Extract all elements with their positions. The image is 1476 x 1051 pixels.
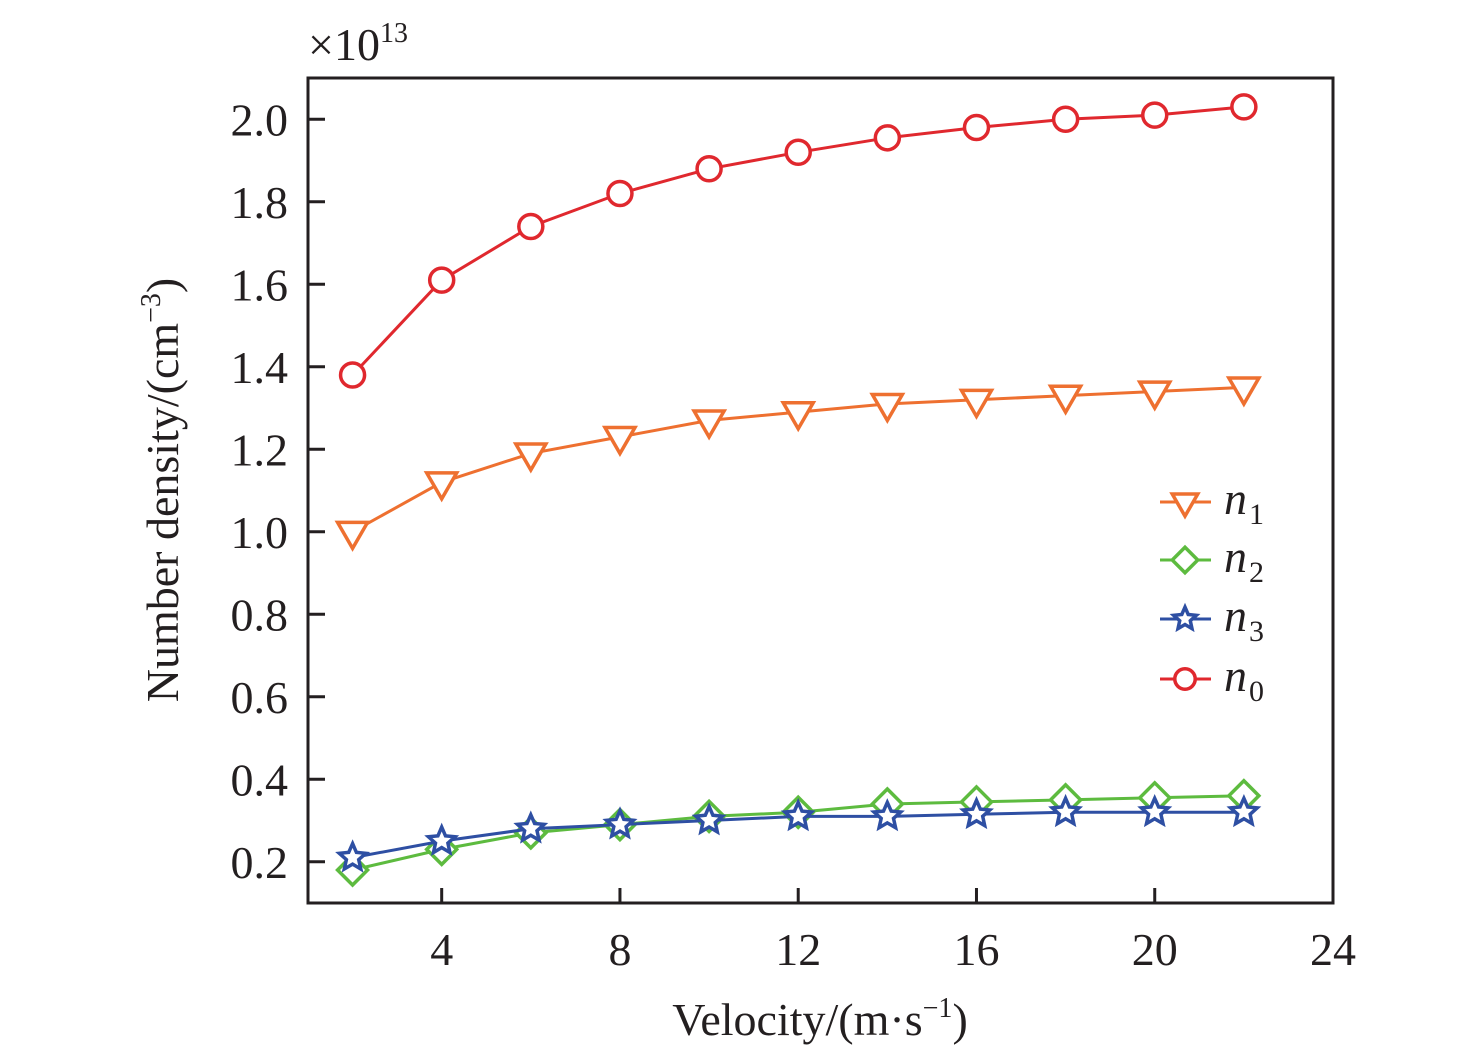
star-marker (513, 810, 549, 844)
legend-label: n3 (1224, 590, 1264, 648)
legend-label: n2 (1224, 531, 1264, 589)
y-multiplier: ×1013 (308, 18, 408, 70)
y-axis-title: Number density/(cm−3) (136, 278, 188, 703)
triangle-marker (780, 401, 817, 433)
y-tick-label: 0.6 (231, 672, 289, 723)
series-n0 (338, 93, 1258, 389)
triangle-marker (1136, 380, 1173, 412)
y-tick-label: 2.0 (231, 94, 289, 145)
x-tick-label: 16 (953, 924, 999, 975)
x-tick-label: 8 (608, 924, 631, 975)
triangle-marker (1169, 492, 1201, 520)
triangle-marker (691, 409, 728, 441)
triangle-marker (1047, 384, 1084, 416)
y-tick-label: 1.0 (231, 507, 289, 558)
y-tick-label: 0.2 (231, 837, 289, 888)
star-marker (959, 795, 994, 830)
star-marker (1137, 793, 1173, 828)
series-layer (334, 93, 1262, 888)
x-tick-label: 24 (1310, 924, 1356, 975)
star-marker (869, 798, 905, 832)
star-marker (1048, 793, 1084, 828)
ticks-layer: 4 8 12 16 20 24 0.2 0.4 0.6 0.8 1.0 1.2 1.4 1.6 1.8 2.0 (231, 94, 1357, 975)
triangle-marker (512, 442, 549, 474)
star-marker (335, 839, 371, 873)
y-tick-label: 0.8 (231, 589, 289, 640)
circle-marker (427, 266, 456, 294)
y-tick-label: 1.4 (231, 342, 289, 393)
diamond-marker (1169, 544, 1201, 576)
triangle-marker (601, 425, 638, 458)
legend-item-n2: n2 (1160, 531, 1264, 589)
circle-marker (962, 113, 991, 142)
legend-label: n1 (1224, 473, 1264, 531)
triangle-marker (334, 520, 371, 552)
y-tick-label: 0.4 (231, 754, 289, 805)
series-n1 (334, 376, 1262, 552)
circle-marker (1230, 93, 1258, 121)
star-marker (1169, 602, 1201, 633)
circle-marker (1173, 667, 1197, 691)
circle-marker (517, 212, 545, 241)
x-tick-label: 12 (775, 924, 821, 975)
circle-marker (873, 124, 902, 152)
star-marker (424, 822, 460, 857)
x-tick-label: 4 (430, 924, 453, 975)
legend-item-n0: n0 (1160, 650, 1264, 708)
triangle-marker (958, 388, 995, 420)
circle-marker (1051, 105, 1080, 133)
plot-frame (306, 76, 1335, 905)
circle-marker (338, 361, 367, 389)
circle-marker (784, 138, 812, 166)
triangle-marker (869, 392, 906, 425)
star-marker (780, 798, 816, 832)
circle-marker (1140, 101, 1169, 129)
circle-marker (695, 155, 723, 183)
star-marker (691, 802, 727, 836)
y-tick-label: 1.2 (231, 424, 289, 475)
x-axis-title: Velocity/(m·s−1) (672, 993, 968, 1045)
triangle-marker (423, 471, 460, 503)
legend-label: n0 (1224, 650, 1264, 708)
legend-item-n3: n3 (1160, 590, 1264, 648)
star-marker (602, 806, 638, 840)
y-tick-label: 1.6 (231, 259, 289, 310)
x-tick-label: 20 (1132, 924, 1178, 975)
circle-marker (606, 179, 634, 208)
legend-item-n1: n1 (1160, 473, 1264, 531)
triangle-marker (1225, 376, 1262, 408)
star-marker (1226, 793, 1262, 828)
y-tick-label: 1.8 (231, 177, 289, 228)
series-n2 (335, 778, 1262, 888)
series-n3 (335, 793, 1262, 873)
